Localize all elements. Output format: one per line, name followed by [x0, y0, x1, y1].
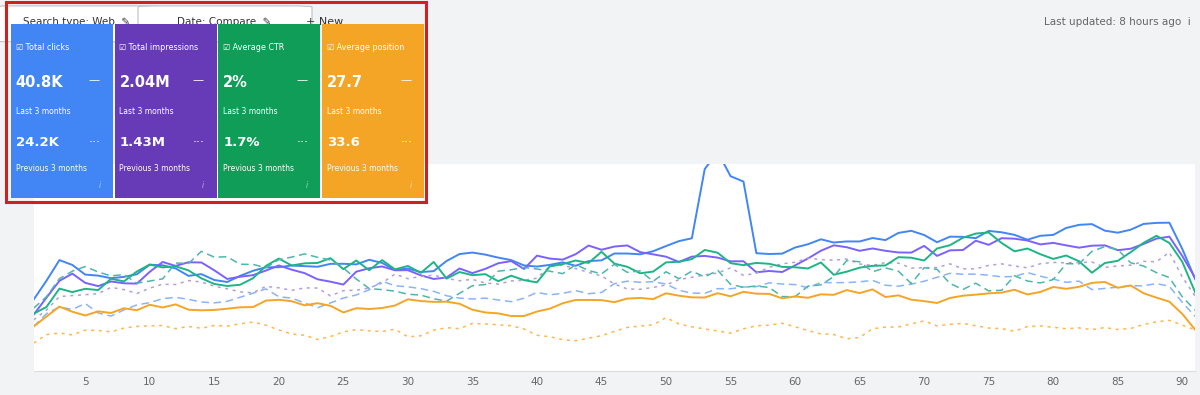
- Text: ☑ Total clicks: ☑ Total clicks: [16, 43, 68, 53]
- Text: —: —: [192, 75, 204, 85]
- FancyBboxPatch shape: [138, 6, 312, 42]
- Text: Previous 3 months: Previous 3 months: [16, 164, 86, 173]
- Text: Search type: Web  ✎: Search type: Web ✎: [23, 17, 131, 27]
- Text: ☑ Average position: ☑ Average position: [326, 43, 404, 53]
- Text: 33.6: 33.6: [326, 136, 360, 149]
- Text: 1.43M: 1.43M: [120, 136, 166, 149]
- Text: Previous 3 months: Previous 3 months: [326, 164, 398, 173]
- Text: 2.04M: 2.04M: [120, 75, 170, 90]
- Text: ···: ···: [401, 136, 413, 149]
- Text: 24.2K: 24.2K: [16, 136, 59, 149]
- Text: 40.8K: 40.8K: [16, 75, 64, 90]
- Text: —: —: [89, 75, 100, 85]
- FancyBboxPatch shape: [0, 6, 164, 42]
- Text: Previous 3 months: Previous 3 months: [223, 164, 294, 173]
- Text: Last 3 months: Last 3 months: [326, 107, 382, 116]
- Text: 1.7%: 1.7%: [223, 136, 259, 149]
- Text: Date: Compare  ✎: Date: Compare ✎: [178, 17, 271, 27]
- Text: i: i: [410, 181, 412, 190]
- Text: Last updated: 8 hours ago  i: Last updated: 8 hours ago i: [1044, 17, 1190, 27]
- Text: i: i: [306, 181, 308, 190]
- Text: ···: ···: [192, 136, 204, 149]
- Text: Previous 3 months: Previous 3 months: [120, 164, 191, 173]
- Text: Last 3 months: Last 3 months: [16, 107, 71, 116]
- Text: ···: ···: [296, 136, 308, 149]
- Text: ···: ···: [89, 136, 101, 149]
- Text: Last 3 months: Last 3 months: [120, 107, 174, 116]
- Text: ☑ Average CTR: ☑ Average CTR: [223, 43, 284, 53]
- Text: 2%: 2%: [223, 75, 248, 90]
- Text: Last 3 months: Last 3 months: [223, 107, 278, 116]
- Text: 27.7: 27.7: [326, 75, 364, 90]
- Text: —: —: [296, 75, 307, 85]
- Text: i: i: [98, 181, 101, 190]
- Text: —: —: [401, 75, 412, 85]
- Text: + New: + New: [306, 17, 343, 27]
- Text: i: i: [202, 181, 204, 190]
- Text: ☑ Total impressions: ☑ Total impressions: [120, 43, 198, 53]
